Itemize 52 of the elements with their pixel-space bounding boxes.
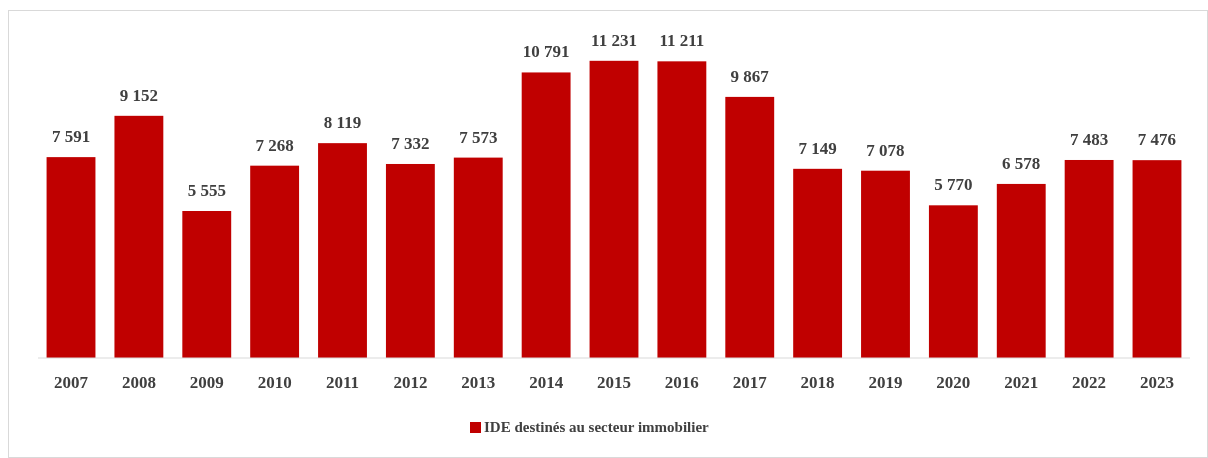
bar — [793, 168, 843, 358]
data-label: 7 476 — [1137, 130, 1177, 150]
x-tick-label: 2016 — [664, 373, 699, 392]
x-tick-label: 2007 — [54, 373, 89, 392]
x-tick-label: 2015 — [597, 373, 631, 392]
x-tick-label: 2014 — [529, 373, 564, 392]
data-label: 5 555 — [187, 181, 226, 200]
bar — [996, 183, 1046, 358]
data-label: 5 770 — [934, 175, 973, 195]
bar — [385, 163, 435, 358]
x-tick-label: 2017 — [732, 373, 768, 392]
data-label: 11 211 — [659, 31, 705, 51]
bar — [861, 170, 910, 358]
bar — [114, 115, 164, 358]
bar — [1132, 160, 1182, 358]
x-tick-label: 2012 — [393, 373, 428, 392]
x-tick-label: 2021 — [1004, 373, 1039, 392]
bar — [182, 211, 232, 358]
x-tick-label: 2008 — [121, 373, 156, 392]
bar — [453, 157, 503, 358]
data-label: 7 149 — [798, 138, 837, 158]
data-label: 8 119 — [323, 113, 362, 133]
bar — [1064, 159, 1114, 358]
x-tick-label: 2022 — [1072, 373, 1107, 392]
x-tick-label: 2019 — [868, 373, 903, 392]
data-label: 7 591 — [51, 127, 91, 147]
x-tick-label: 2011 — [325, 373, 360, 392]
data-label: 7 268 — [255, 135, 294, 155]
bar — [928, 205, 978, 358]
x-tick-label: 2009 — [189, 373, 224, 392]
data-label: 10 791 — [522, 42, 570, 62]
bar — [46, 157, 96, 358]
x-tick-label: 2020 — [936, 373, 971, 392]
data-label: 7 332 — [391, 133, 430, 153]
bar — [657, 61, 707, 358]
x-tick-label: 2010 — [257, 373, 292, 392]
data-label: 9 867 — [730, 66, 770, 86]
x-tick-label: 2023 — [1139, 373, 1174, 392]
bar — [318, 143, 367, 358]
data-label: 11 231 — [591, 30, 637, 50]
legend-label: IDE destinés au secteur immobilier — [484, 419, 710, 435]
bar — [725, 96, 775, 358]
x-tick-label: 2018 — [800, 373, 835, 392]
data-label: 7 573 — [459, 127, 498, 147]
data-label: 9 152 — [119, 85, 159, 105]
bar — [250, 165, 300, 358]
bar — [589, 60, 639, 358]
data-label: 6 578 — [1002, 153, 1041, 173]
bar — [521, 72, 571, 358]
x-tick-label: 2013 — [461, 373, 496, 392]
data-label: 7 078 — [866, 140, 905, 160]
data-label: 7 483 — [1069, 129, 1109, 149]
